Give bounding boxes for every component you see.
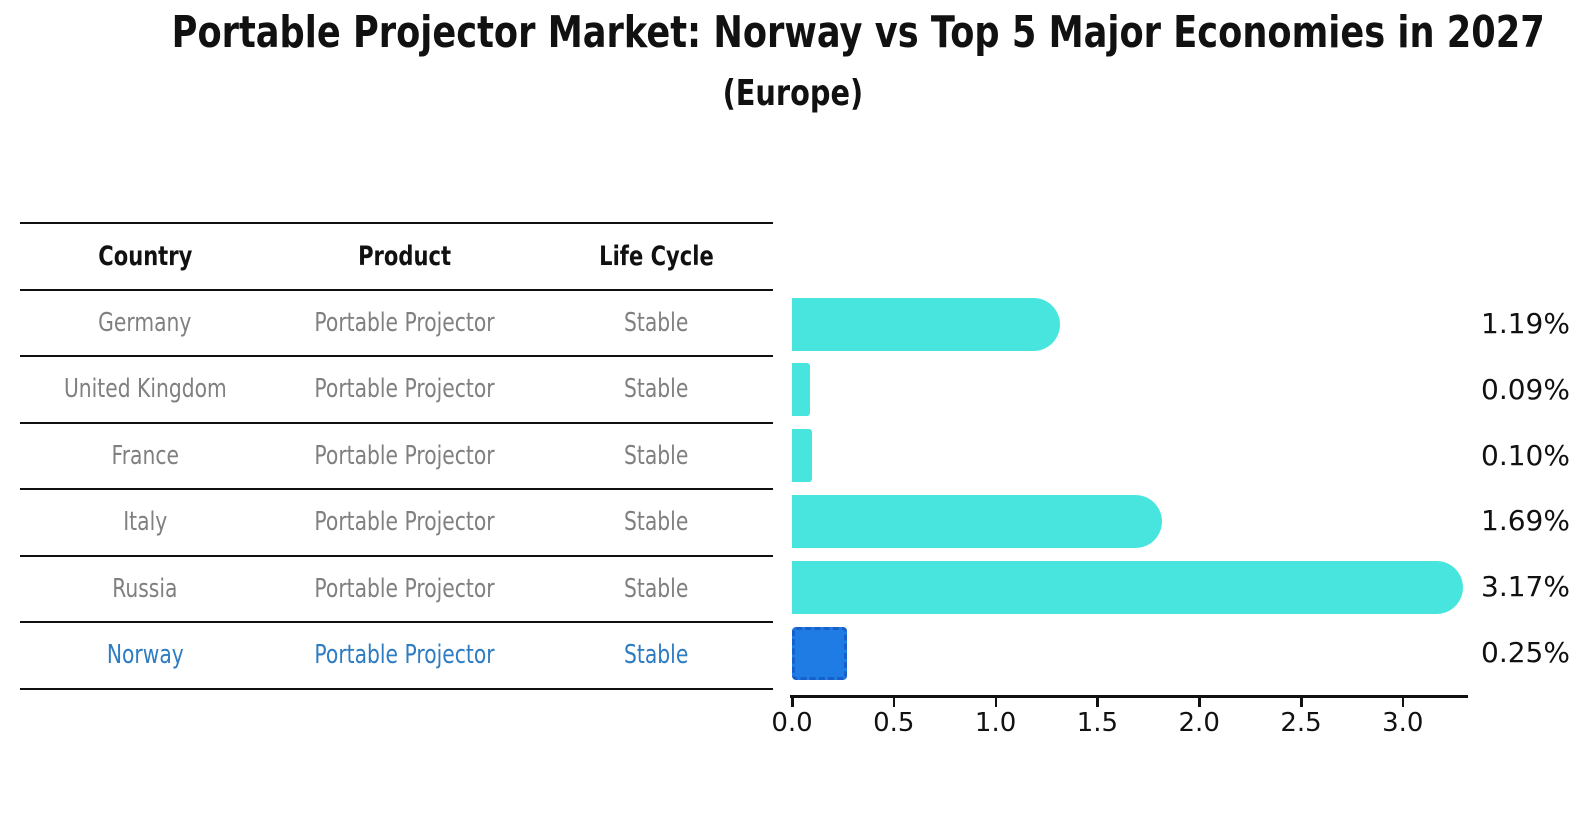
column-header-lifecycle: Life Cycle (540, 224, 773, 289)
bar-france (792, 429, 813, 483)
x-axis-tick-label: 2.0 (1178, 708, 1220, 738)
cell-text: Russia (112, 573, 178, 604)
x-axis-tick-label: 2.5 (1280, 708, 1322, 738)
cell-country: Russia (20, 557, 270, 622)
cell-lifecycle: Stable (540, 557, 773, 622)
cell-country: United Kingdom (20, 357, 270, 422)
bar-norway (792, 626, 847, 680)
x-axis-tick-label: 3.0 (1382, 708, 1424, 738)
cell-country: Italy (20, 490, 270, 555)
x-axis-tick (994, 698, 998, 707)
cell-text: Stable (624, 307, 689, 338)
country-table: Country Product Life Cycle Germany Portable … (20, 222, 773, 690)
cell-text: France (111, 440, 179, 471)
cell-text: Stable (624, 374, 689, 405)
column-header-label: Life Cycle (599, 240, 714, 272)
cell-product: Portable Projector (270, 357, 540, 422)
x-axis-tick (1300, 698, 1303, 707)
cell-country: France (20, 424, 270, 489)
chart-title-text: Portable Projector Market: Norway vs Top… (171, 7, 1545, 58)
cell-product: Portable Projector (270, 557, 540, 622)
cell-text: Italy (123, 507, 167, 538)
cell-text: United Kingdom (63, 374, 227, 405)
cell-text: Stable (624, 573, 689, 604)
table-header-row: Country Product Life Cycle (20, 224, 773, 291)
cell-text: Norway (106, 640, 184, 671)
table-row-italy: Italy Portable Projector Stable (20, 490, 773, 557)
cell-text: Stable (624, 440, 689, 471)
cell-text: Germany (98, 307, 192, 338)
table-row-france: France Portable Projector Stable (20, 424, 773, 490)
x-axis-line (790, 695, 1468, 698)
table-row-united-kingdom: United Kingdom Portable Projector Stable (20, 357, 773, 424)
x-axis-tick-label: 1.0 (974, 708, 1017, 738)
chart-subtitle-text: (Europe) (722, 73, 864, 114)
x-axis-tick (1401, 698, 1405, 707)
cell-country: Germany (20, 291, 270, 356)
value-label-russia: 3.17% (1481, 570, 1570, 604)
cell-product: Portable Projector (270, 424, 540, 489)
bar-germany (792, 297, 1061, 351)
table-row-norway: Norway Portable Projector Stable (20, 623, 773, 690)
cell-text: Portable Projector (314, 573, 496, 604)
x-axis-tick (1198, 698, 1201, 707)
cell-text: Portable Projector (314, 507, 496, 538)
cell-text: Portable Projector (314, 374, 496, 405)
cell-text: Portable Projector (314, 307, 496, 338)
cell-text: Portable Projector (314, 440, 496, 471)
cell-text: Stable (624, 507, 689, 538)
column-header-country: Country (20, 224, 270, 289)
x-axis-tick-label: 1.5 (1076, 708, 1119, 738)
bar-russia (792, 560, 1464, 614)
bar-united-kingdom (792, 363, 811, 417)
x-axis-tick-label: 0.0 (771, 708, 813, 738)
table-row-germany: Germany Portable Projector Stable (20, 291, 773, 357)
cell-product: Portable Projector (270, 623, 540, 688)
value-label-united-kingdom: 0.09% (1481, 372, 1570, 406)
x-axis-tick (892, 698, 896, 707)
value-label-germany: 1.19% (1481, 307, 1570, 340)
chart-title: Portable Projector Market: Norway vs Top… (0, 8, 1586, 58)
table-row-russia: Russia Portable Projector Stable (20, 557, 773, 623)
cell-text: Stable (624, 640, 689, 671)
x-axis-tick (1096, 698, 1099, 707)
cell-product: Portable Projector (270, 490, 540, 555)
column-header-label: Country (97, 240, 193, 272)
value-label-italy: 1.69% (1481, 504, 1570, 538)
cell-lifecycle: Stable (540, 623, 773, 688)
cell-lifecycle: Stable (540, 490, 773, 555)
cell-country: Norway (20, 623, 270, 688)
value-label-norway: 0.25% (1481, 636, 1570, 669)
x-axis-tick (791, 698, 794, 707)
cell-lifecycle: Stable (540, 424, 773, 489)
x-axis-tick-label: 0.5 (873, 708, 915, 738)
chart-subtitle: (Europe) (0, 72, 1586, 116)
column-header-label: Product (358, 240, 452, 272)
cell-text: Portable Projector (314, 640, 496, 671)
cell-lifecycle: Stable (540, 357, 773, 422)
column-header-product: Product (270, 224, 540, 289)
cell-lifecycle: Stable (540, 291, 773, 356)
cell-product: Portable Projector (270, 291, 540, 356)
value-label-france: 0.10% (1481, 438, 1570, 472)
bar-italy (792, 494, 1163, 548)
